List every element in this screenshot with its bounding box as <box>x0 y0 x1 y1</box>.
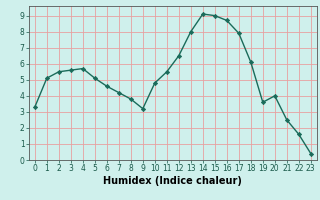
X-axis label: Humidex (Indice chaleur): Humidex (Indice chaleur) <box>103 176 242 186</box>
